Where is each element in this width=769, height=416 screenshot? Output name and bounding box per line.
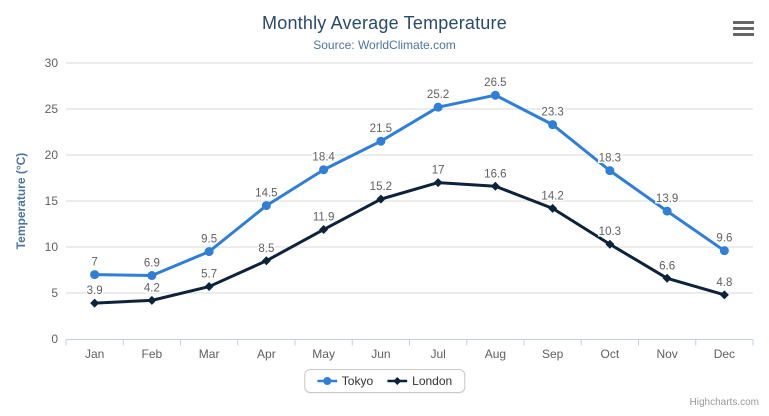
- data-point-london[interactable]: [662, 273, 672, 283]
- data-label-tokyo: 7: [91, 257, 97, 269]
- y-axis-tick-label: 10: [45, 240, 59, 254]
- data-label-tokyo: 26.5: [484, 77, 506, 89]
- data-point-tokyo[interactable]: [433, 102, 443, 112]
- data-label-london: 8.5: [258, 243, 274, 255]
- data-label-tokyo: 13.9: [656, 193, 678, 205]
- data-point-tokyo[interactable]: [319, 165, 329, 175]
- hamburger-icon: [733, 21, 755, 36]
- y-axis-title: Temperature (°C): [14, 153, 28, 250]
- data-label-london: 3.9: [87, 285, 103, 297]
- data-label-tokyo: 18.3: [599, 153, 621, 165]
- data-point-london[interactable]: [433, 178, 443, 188]
- data-label-tokyo: 25.2: [427, 89, 449, 101]
- chart-title: Monthly Average Temperature: [262, 13, 507, 33]
- data-point-tokyo[interactable]: [548, 120, 558, 130]
- data-point-london[interactable]: [319, 225, 329, 235]
- data-label-tokyo: 6.9: [144, 258, 160, 270]
- x-axis-category-label: Jan: [85, 347, 104, 361]
- data-point-london[interactable]: [90, 298, 100, 308]
- x-axis-category-label: Dec: [714, 347, 735, 361]
- data-point-london[interactable]: [261, 256, 271, 266]
- data-point-tokyo[interactable]: [376, 136, 386, 146]
- data-point-london[interactable]: [376, 194, 386, 204]
- data-label-london: 4.8: [716, 277, 732, 289]
- x-axis-category-label: Apr: [257, 347, 276, 361]
- data-label-london: 14.2: [541, 190, 563, 202]
- x-axis-category-label: Feb: [142, 347, 163, 361]
- x-axis-category-label: Aug: [485, 347, 506, 361]
- data-label-tokyo: 23.3: [541, 107, 563, 119]
- x-axis-category-label: Jun: [371, 347, 390, 361]
- data-point-tokyo[interactable]: [261, 201, 271, 211]
- y-axis-tick-label: 5: [51, 286, 58, 300]
- data-point-london[interactable]: [204, 282, 214, 292]
- y-axis-tick-label: 0: [51, 332, 58, 346]
- data-point-tokyo[interactable]: [147, 271, 157, 281]
- x-axis-category-label: Mar: [199, 347, 220, 361]
- x-axis-category-label: Nov: [656, 347, 677, 361]
- data-label-tokyo: 21.5: [370, 123, 392, 135]
- data-point-tokyo[interactable]: [204, 247, 214, 257]
- legend-item-tokyo[interactable]: Tokyo: [316, 374, 374, 388]
- data-label-london: 17: [432, 165, 445, 177]
- data-label-london: 6.6: [659, 260, 675, 272]
- series-line-london: [93, 181, 726, 305]
- data-point-london[interactable]: [147, 295, 157, 305]
- y-axis-tick-label: 15: [45, 194, 59, 208]
- data-point-tokyo[interactable]: [719, 246, 729, 256]
- legend-label: Tokyo: [341, 374, 374, 388]
- data-label-tokyo: 18.4: [312, 152, 335, 164]
- data-point-london[interactable]: [719, 290, 729, 300]
- legend-marker-diamond-icon: [387, 377, 408, 385]
- data-point-london[interactable]: [548, 203, 558, 213]
- legend-item-london[interactable]: London: [387, 374, 452, 388]
- data-label-tokyo: 9.5: [201, 234, 217, 246]
- data-point-london[interactable]: [490, 181, 500, 191]
- data-label-london: 15.2: [370, 181, 392, 193]
- chart-subtitle: Source: WorldClimate.com: [313, 38, 456, 52]
- data-point-tokyo[interactable]: [90, 270, 100, 280]
- x-axis-category-label: Sep: [542, 347, 564, 361]
- x-axis-category-label: May: [312, 347, 335, 361]
- data-label-london: 5.7: [201, 269, 217, 281]
- series-line-tokyo: [93, 93, 726, 278]
- legend: Tokyo London: [303, 369, 466, 393]
- y-axis-tick-label: 20: [45, 148, 59, 162]
- data-point-tokyo[interactable]: [662, 206, 672, 216]
- data-label-london: 10.3: [599, 226, 621, 238]
- y-axis-tick-label: 30: [45, 56, 59, 70]
- y-axis-tick-label: 25: [45, 102, 59, 116]
- x-axis-category-label: Jul: [430, 347, 445, 361]
- highcharts-credit[interactable]: Highcharts.com: [689, 397, 759, 408]
- data-label-tokyo: 14.5: [255, 188, 277, 200]
- legend-marker-circle-icon: [316, 377, 337, 385]
- data-label-tokyo: 9.6: [716, 233, 732, 245]
- context-menu-button[interactable]: [733, 21, 755, 36]
- data-label-london: 16.6: [484, 168, 506, 180]
- data-point-london[interactable]: [605, 239, 615, 249]
- data-point-tokyo[interactable]: [605, 166, 615, 176]
- data-point-tokyo[interactable]: [490, 90, 500, 100]
- x-axis-category-label: Oct: [601, 347, 620, 361]
- data-label-london: 4.2: [144, 282, 160, 294]
- legend-label: London: [412, 374, 453, 388]
- data-label-london: 11.9: [313, 212, 335, 224]
